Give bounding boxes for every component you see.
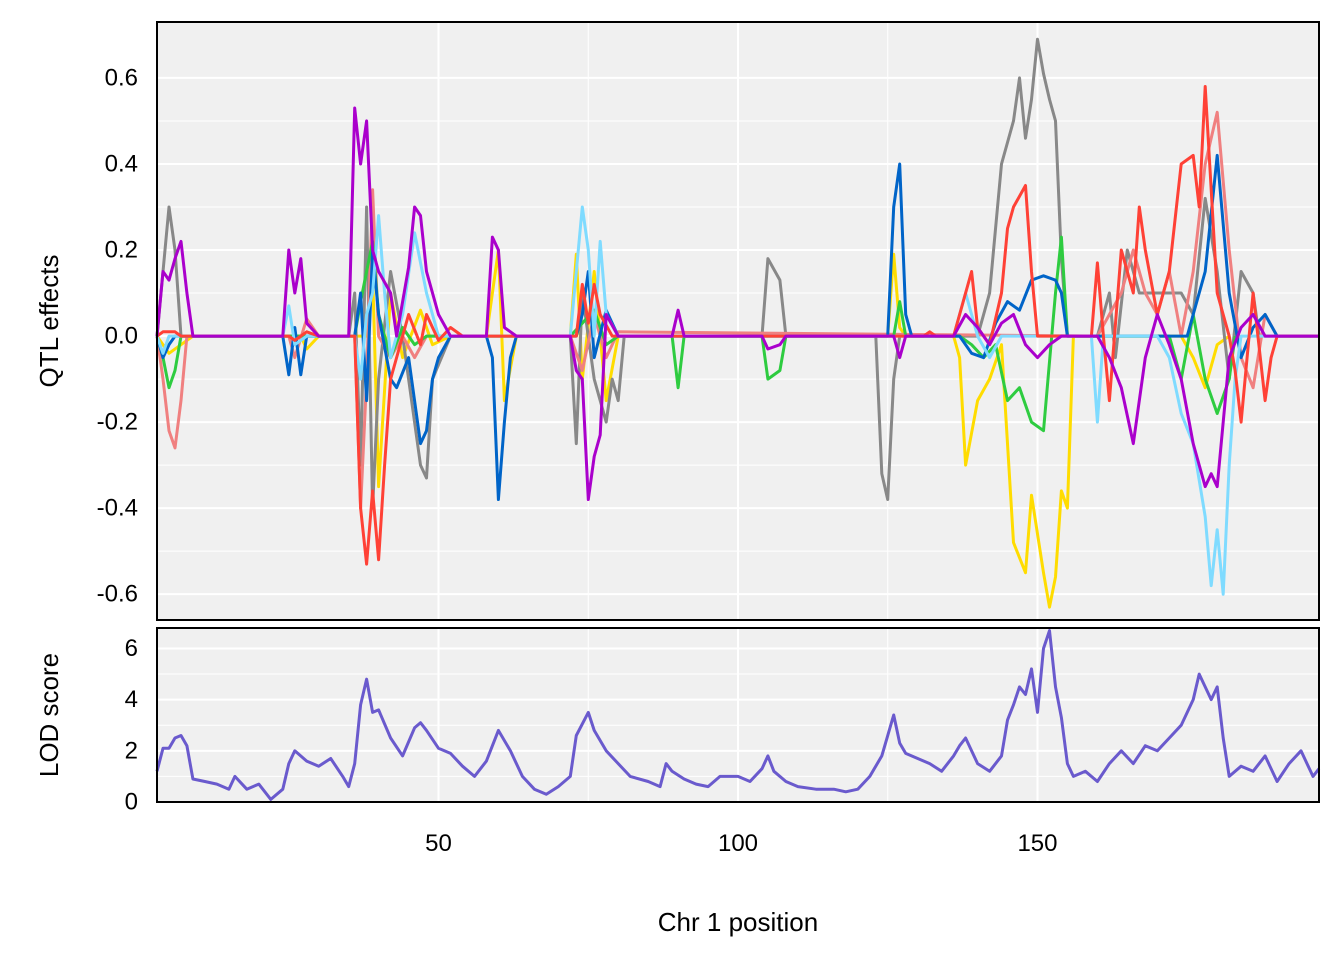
effects-y-tick-label: 0.0 — [105, 323, 138, 350]
x-tick-label: 150 — [1017, 830, 1057, 857]
x-axis-label: Chr 1 position — [658, 907, 818, 937]
lod-y-ticks: 0 2 4 6 — [125, 635, 138, 816]
lod-y-tick-label: 2 — [125, 737, 138, 764]
lod-panel: 0 2 4 6 50 100 150 LOD score Chr 1 position — [34, 627, 1321, 937]
effects-plot-border — [156, 21, 1320, 621]
effects-y-tick-label: 0.2 — [105, 237, 138, 264]
effects-y-tick-label: -0.6 — [97, 581, 138, 608]
lod-y-tick-label: 0 — [125, 789, 138, 816]
effects-series-line-7 — [156, 85, 1319, 566]
lod-series — [155, 629, 1321, 801]
effects-y-tick-label: -0.2 — [97, 409, 138, 436]
effects-y-tick-label: 0.4 — [105, 150, 138, 177]
x-tick-label: 100 — [718, 830, 758, 857]
x-axis-ticks: 50 100 150 — [425, 830, 1057, 857]
lod-y-axis-label: LOD score — [34, 653, 64, 777]
lod-y-tick-label: 6 — [125, 635, 138, 662]
effects-series-line-8 — [155, 106, 1319, 501]
effects-series-line-6 — [155, 205, 1319, 596]
lod-series-line-1 — [155, 629, 1321, 801]
effects-y-tick-label: -0.4 — [97, 495, 138, 522]
lod-plot-border — [156, 627, 1320, 803]
effects-y-axis-label: QTL effects — [34, 255, 64, 388]
effects-series — [155, 37, 1319, 609]
effects-series-line-2 — [155, 37, 1319, 510]
effects-y-tick-label: 0.6 — [105, 64, 138, 91]
lod-y-tick-label: 4 — [125, 686, 138, 713]
effects-y-ticks: -0.6 -0.4 -0.2 0.0 0.2 0.4 0.6 — [97, 64, 138, 607]
effects-panel: -0.6 -0.4 -0.2 0.0 0.2 0.4 0.6 QTL effects — [34, 21, 1320, 621]
x-tick-label: 50 — [425, 830, 452, 857]
